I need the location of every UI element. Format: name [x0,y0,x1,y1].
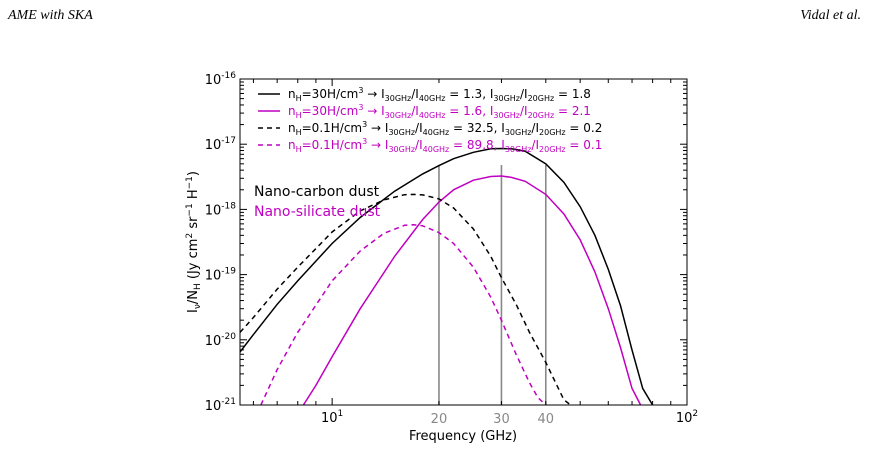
legend: nH=30H/cm3 → I30GHz/I40GHz = 1.3, I30GHz… [258,86,602,154]
annotation-label: Nano-carbon dust [254,184,380,200]
reference-line-label: 40 [538,412,555,427]
running-header-title: AME with SKA [8,8,93,23]
y-axis-label: Iν/NH (Jy cm2 sr−1 H−1) [185,171,203,313]
y-tick-label: 10-19 [205,267,237,284]
legend-entry: nH=30H/cm3 → I30GHz/I40GHz = 1.6, I30GHz… [288,103,591,120]
reference-line-label: 30 [493,412,510,427]
plot-frame [239,78,688,406]
reference-line-label: 20 [431,412,448,427]
series-line-3 [260,224,547,405]
y-tick-label: 10-17 [205,136,236,153]
y-tick-label: 10-18 [205,201,237,218]
ticks-group: 20 30 40 10-16 10-17 10-18 10-19 10-20 10-21 101 1… [205,71,698,427]
curves-group [240,147,654,405]
x-tick-label: 101 [321,409,343,426]
reference-lines [438,165,547,405]
x-tick-label: 102 [676,409,698,426]
y-tick-label: 10-20 [205,332,237,349]
legend-entry: nH=0.1H/cm3 → I30GHz/I40GHz = 89.8, I30G… [288,137,602,154]
legend-entry: nH=0.1H/cm3 → I30GHz/I40GHz = 32.5, I30G… [288,120,602,137]
series-line-1 [302,175,642,405]
annotation-label: Nano-silicate dust [254,204,381,220]
running-header-authors: Vidal et al. [800,8,861,23]
legend-entry: nH=30H/cm3 → I30GHz/I40GHz = 1.3, I30GHz… [288,86,591,103]
annotations: Nano-carbon dust Nano-silicate dust [254,184,381,220]
y-tick-label: 10-16 [205,71,237,88]
x-axis-label: Frequency (GHz) [409,429,517,444]
series-line-0 [240,147,654,405]
y-tick-label: 10-21 [205,397,236,414]
series-line-2 [240,193,572,405]
